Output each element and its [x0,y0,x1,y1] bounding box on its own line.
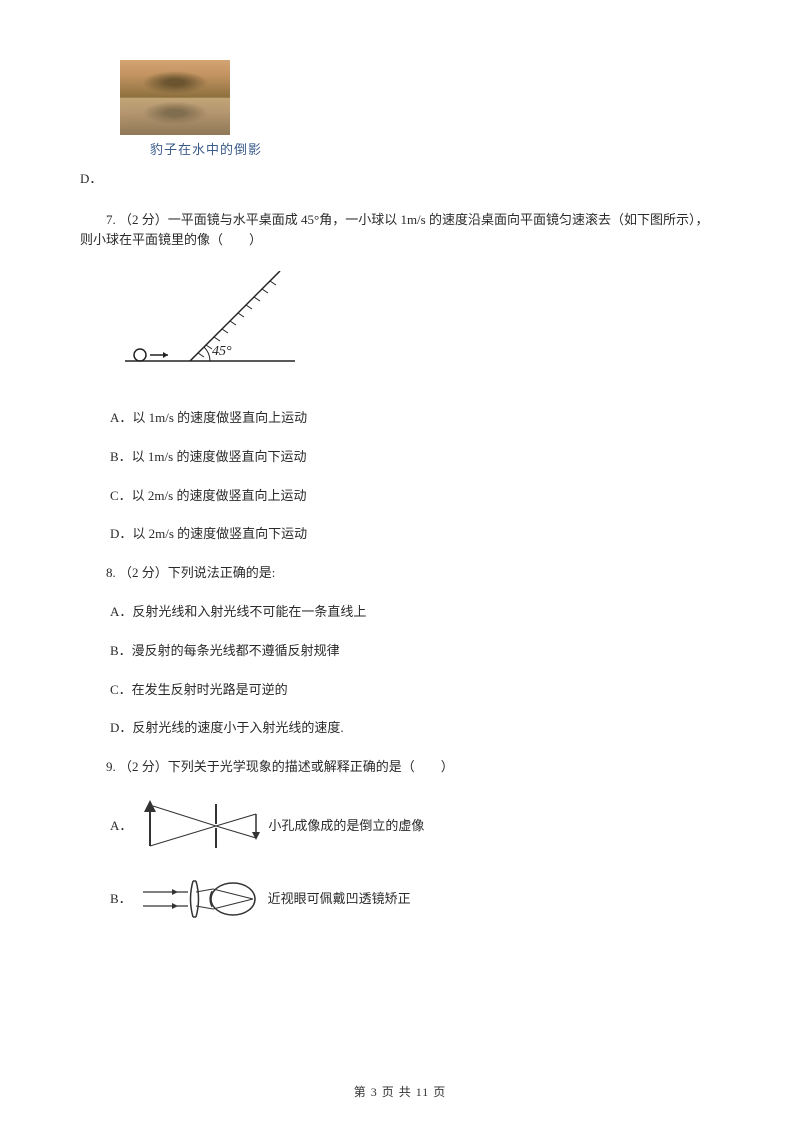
q8-stem: 8. （2 分）下列说法正确的是: [80,563,720,584]
q6-option-d-label: D． [80,169,720,190]
q6-option-d-image-block: 豹子在水中的倒影 [120,60,720,161]
page-content: 豹子在水中的倒影 D． 7. （2 分）一平面镜与水平桌面成 45°角，一小球以… [0,0,800,1132]
pinhole-imaging-diagram [138,796,268,856]
q8-option-c: C．在发生反射时光路是可逆的 [110,680,720,701]
leopard-reflection-photo [120,60,230,135]
q8-option-b: B．漫反射的每条光线都不遵循反射规律 [110,641,720,662]
q7-option-c: C．以 2m/s 的速度做竖直向上运动 [110,486,720,507]
q9-option-b-label: B． [110,889,132,910]
concave-lens-eye-diagram [138,874,268,924]
q9-stem: 9. （2 分）下列关于光学现象的描述或解释正确的是（ ） [80,757,720,778]
q9-option-a-row: A． 小孔成像成的是倒立的虚像 [110,796,720,856]
q9-option-a-label: A． [110,816,132,837]
q7-option-a: A．以 1m/s 的速度做竖直向上运动 [110,408,720,429]
q9-option-b-row: B． 近视眼可佩戴凹透镜矫正 [110,874,720,924]
q9-option-b-text: 近视眼可佩戴凹透镜矫正 [268,889,411,910]
photo-caption: 豹子在水中的倒影 [150,140,720,161]
q7-diagram: 45° [120,271,720,388]
q7-stem: 7. （2 分）一平面镜与水平桌面成 45°角，一小球以 1m/s 的速度沿桌面… [80,210,720,252]
angle-label: 45° [212,344,232,359]
q8-option-a: A．反射光线和入射光线不可能在一条直线上 [110,602,720,623]
mirror-45-diagram-svg: 45° [120,271,300,381]
q9-option-a-text: 小孔成像成的是倒立的虚像 [268,816,424,837]
q7-option-b: B．以 1m/s 的速度做竖直向下运动 [110,447,720,468]
q7-option-d: D．以 2m/s 的速度做竖直向下运动 [110,524,720,545]
q8-option-d: D．反射光线的速度小于入射光线的速度. [110,718,720,739]
page-footer: 第 3 页 共 11 页 [0,1083,800,1102]
